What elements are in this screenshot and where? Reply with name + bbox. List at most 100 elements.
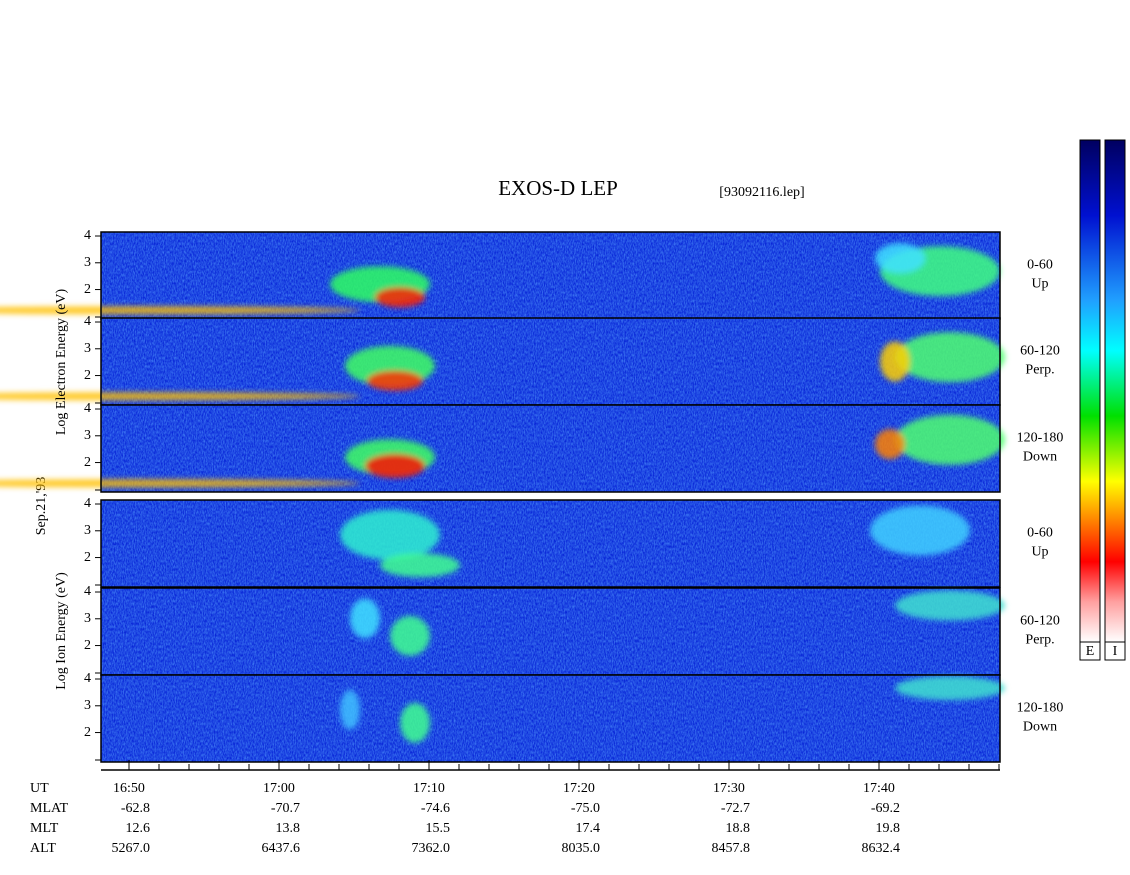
y-tick-label: 3 (84, 428, 91, 443)
panel-features (350, 590, 1005, 656)
row-value: -62.8 (121, 801, 150, 816)
row-label: MLT (30, 821, 59, 836)
row-value: -72.7 (721, 801, 750, 816)
colorbar-label: I (1113, 644, 1118, 659)
panel-noise (101, 318, 1000, 405)
spectrogram-panel (100, 499, 1001, 588)
panel-frame (100, 404, 1001, 493)
feature (0, 479, 360, 488)
feature (365, 453, 425, 478)
feature (870, 505, 970, 556)
y-tick-label: 4 (84, 228, 91, 243)
panel-angle: 0-60 (1027, 258, 1053, 273)
panel-direction: Down (1023, 450, 1057, 465)
colorbar (1104, 139, 1126, 643)
row-value: 8457.8 (712, 841, 751, 856)
y-tick-label: 2 (84, 368, 91, 383)
row-value: 8632.4 (862, 841, 901, 856)
feature (400, 702, 430, 743)
row-value: 6437.6 (262, 841, 301, 856)
file-name: [93092116.lep] (719, 185, 804, 200)
y-tick-label: 4 (84, 671, 91, 686)
row-value: 13.8 (276, 821, 301, 836)
panel-features (340, 676, 1005, 743)
panel-direction: Down (1023, 720, 1057, 735)
row-value: 15.5 (426, 821, 451, 836)
panel-angle: 120-180 (1017, 701, 1064, 716)
panel-frame (100, 674, 1001, 763)
feature (375, 287, 425, 308)
y-axis-label: Log Electron Energy (eV) (54, 289, 69, 436)
y-tick-label: 3 (84, 523, 91, 538)
feature (0, 392, 360, 401)
row-label: UT (30, 781, 49, 796)
x-tick-label: 17:40 (863, 781, 895, 796)
feature (367, 370, 423, 391)
row-value: -74.6 (421, 801, 450, 816)
x-tick-label: 17:20 (563, 781, 595, 796)
row-value: -69.2 (871, 801, 900, 816)
panel-direction: Up (1031, 277, 1048, 292)
panel-direction: Perp. (1025, 633, 1054, 648)
feature (340, 509, 440, 560)
panel-angle: 120-180 (1017, 431, 1064, 446)
chart-title: EXOS-D LEP (498, 176, 618, 200)
feature (880, 341, 910, 382)
y-tick-label: 2 (84, 550, 91, 565)
panel-noise (101, 675, 1000, 762)
y-tick-label: 4 (84, 584, 91, 599)
y-axis-label: Log Ion Energy (eV) (54, 572, 69, 690)
feature (875, 429, 905, 460)
row-label: MLAT (30, 801, 69, 816)
x-tick-label: 17:10 (413, 781, 445, 796)
panel-features (340, 505, 970, 578)
y-tick-label: 2 (84, 455, 91, 470)
spectrogram-panel (100, 674, 1005, 763)
row-value: -70.7 (271, 801, 300, 816)
row-value: -75.0 (571, 801, 600, 816)
date-label: Sep.21,'93 (34, 477, 49, 536)
row-value: 17.4 (576, 821, 601, 836)
y-tick-label: 4 (84, 496, 91, 511)
row-value: 5267.0 (112, 841, 151, 856)
panel-features (0, 332, 1005, 401)
panel-noise (101, 405, 1000, 492)
panel-angle: 60-120 (1020, 344, 1060, 359)
panel-noise (101, 500, 1000, 587)
row-value: 12.6 (126, 821, 151, 836)
row-label: ALT (30, 841, 56, 856)
spectrogram-panel (0, 231, 1001, 320)
panel-angle: 60-120 (1020, 614, 1060, 629)
x-tick-label: 17:30 (713, 781, 745, 796)
row-value: 19.8 (876, 821, 901, 836)
spectrogram-panel (100, 587, 1005, 676)
y-tick-label: 4 (84, 401, 91, 416)
panel-features (0, 414, 1005, 488)
row-value: 8035.0 (562, 841, 601, 856)
panel-direction: Perp. (1025, 363, 1054, 378)
feature (875, 243, 925, 274)
x-tick-label: 17:00 (263, 781, 295, 796)
y-tick-label: 2 (84, 282, 91, 297)
feature (895, 676, 1005, 701)
panel-noise (101, 588, 1000, 675)
panel-frame (100, 499, 1001, 588)
feature (350, 598, 380, 639)
x-tick-label: 16:50 (113, 781, 145, 796)
colorbar (1079, 139, 1101, 643)
row-value: 18.8 (726, 821, 751, 836)
feature (895, 414, 1005, 465)
feature (895, 332, 1005, 383)
y-tick-label: 3 (84, 698, 91, 713)
colorbar-label: E (1086, 644, 1095, 659)
y-tick-label: 3 (84, 341, 91, 356)
panel-noise (101, 232, 1000, 319)
feature (380, 553, 460, 578)
spectrogram-panel (0, 317, 1005, 406)
row-value: 7362.0 (412, 841, 451, 856)
feature (0, 306, 360, 315)
panel-angle: 0-60 (1027, 526, 1053, 541)
y-tick-label: 3 (84, 611, 91, 626)
colorbar-label-box (1104, 641, 1126, 661)
